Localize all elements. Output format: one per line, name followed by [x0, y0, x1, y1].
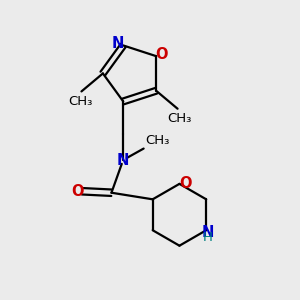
- Text: O: O: [71, 184, 84, 199]
- Text: O: O: [155, 47, 168, 62]
- Text: N: N: [112, 37, 124, 52]
- Text: N: N: [117, 153, 129, 168]
- Text: H: H: [203, 231, 213, 244]
- Text: CH₃: CH₃: [145, 134, 169, 147]
- Text: O: O: [180, 176, 192, 191]
- Text: CH₃: CH₃: [167, 112, 191, 125]
- Text: N: N: [202, 225, 214, 240]
- Text: CH₃: CH₃: [68, 95, 92, 108]
